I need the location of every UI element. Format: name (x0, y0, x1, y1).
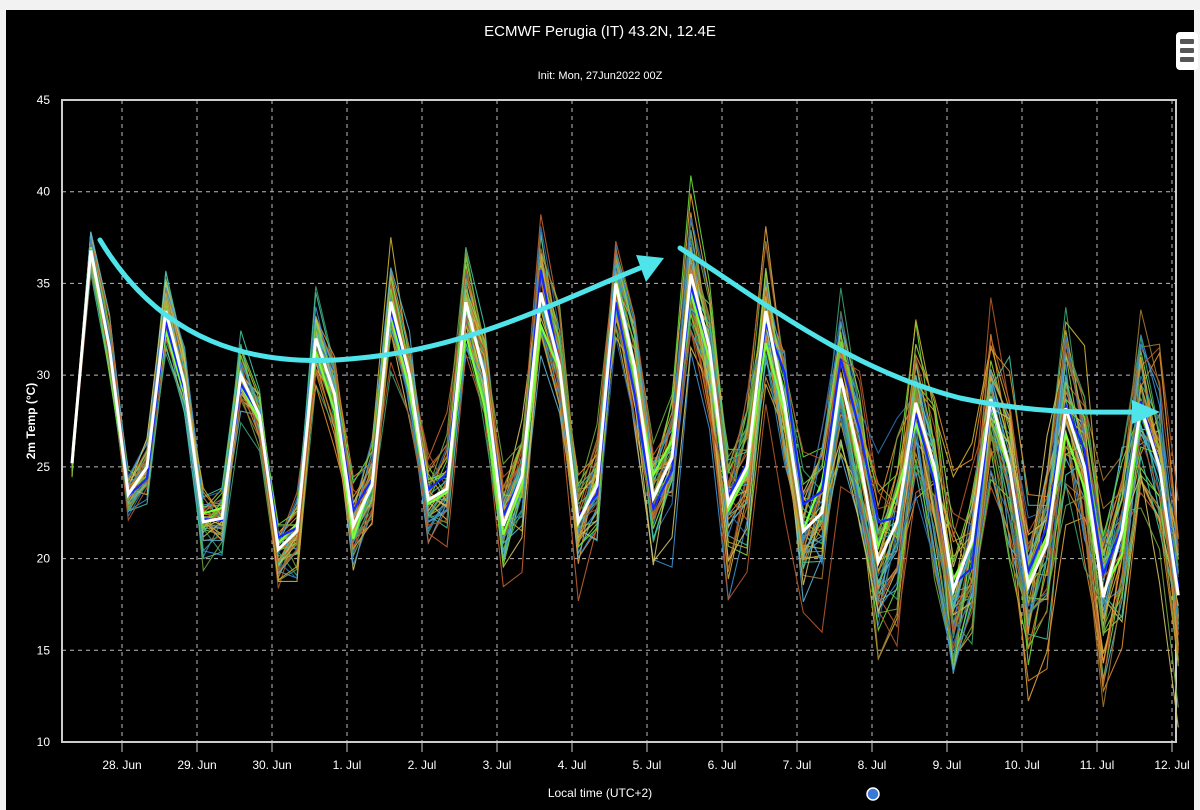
x-tick-label: 1. Jul (333, 758, 362, 772)
chart-menu-button[interactable] (1176, 32, 1198, 70)
y-tick-label: 40 (37, 185, 51, 199)
x-tick-label: 3. Jul (483, 758, 512, 772)
plot-frame (61, 99, 1177, 743)
control-run-line (70, 250, 1180, 598)
x-tick-label: 11. Jul (1080, 758, 1114, 772)
x-tick-label: 29. Jun (177, 758, 216, 772)
arrowhead-icon (636, 255, 664, 282)
y-tick-label: 30 (37, 368, 51, 382)
x-tick-label: 4. Jul (558, 758, 587, 772)
x-tick-label: 8. Jul (858, 758, 887, 772)
y-tick-label: 20 (37, 552, 51, 566)
x-tick-label: 9. Jul (933, 758, 962, 772)
x-tick-label: 5. Jul (633, 758, 662, 772)
arrowhead-icon (1132, 400, 1160, 424)
navigator-handle[interactable] (866, 787, 880, 801)
x-tick-label: 6. Jul (708, 758, 737, 772)
trend-arrow-up (97, 237, 643, 363)
y-tick-label: 10 (37, 735, 51, 749)
x-tick-label: 12. Jul (1154, 758, 1189, 772)
ensemble-member-line (71, 239, 1179, 635)
x-tick-label: 7. Jul (783, 758, 812, 772)
y-axis-label: 2m Temp (°C) (24, 383, 38, 460)
menu-bar-icon (1180, 39, 1194, 44)
x-tick-label: 28. Jun (102, 758, 141, 772)
y-tick-label: 25 (37, 460, 51, 474)
y-tick-label: 15 (37, 643, 51, 657)
menu-bar-icon (1180, 57, 1194, 62)
x-tick-label: 30. Jun (252, 758, 291, 772)
trend-arrow-down (677, 245, 1141, 415)
x-axis-label: Local time (UTC+2) (548, 786, 652, 800)
ensemble-chart: ECMWF Perugia (IT) 43.2N, 12.4E Init: Mon… (24, 23, 1190, 801)
chart-title: ECMWF Perugia (IT) 43.2N, 12.4E (484, 23, 716, 40)
x-tick-label: 10. Jul (1004, 758, 1039, 772)
x-tick-label: 2. Jul (408, 758, 437, 772)
chart-subtitle: Init: Mon, 27Jun2022 00Z (538, 70, 663, 82)
menu-bar-icon (1180, 48, 1194, 53)
chart-panel: ECMWF Perugia (IT) 43.2N, 12.4E Init: Mon… (6, 10, 1198, 810)
ensemble-member-line (71, 246, 1179, 661)
y-tick-label: 45 (37, 93, 51, 107)
ensemble-member-line (71, 231, 1179, 674)
y-tick-label: 35 (37, 276, 51, 290)
